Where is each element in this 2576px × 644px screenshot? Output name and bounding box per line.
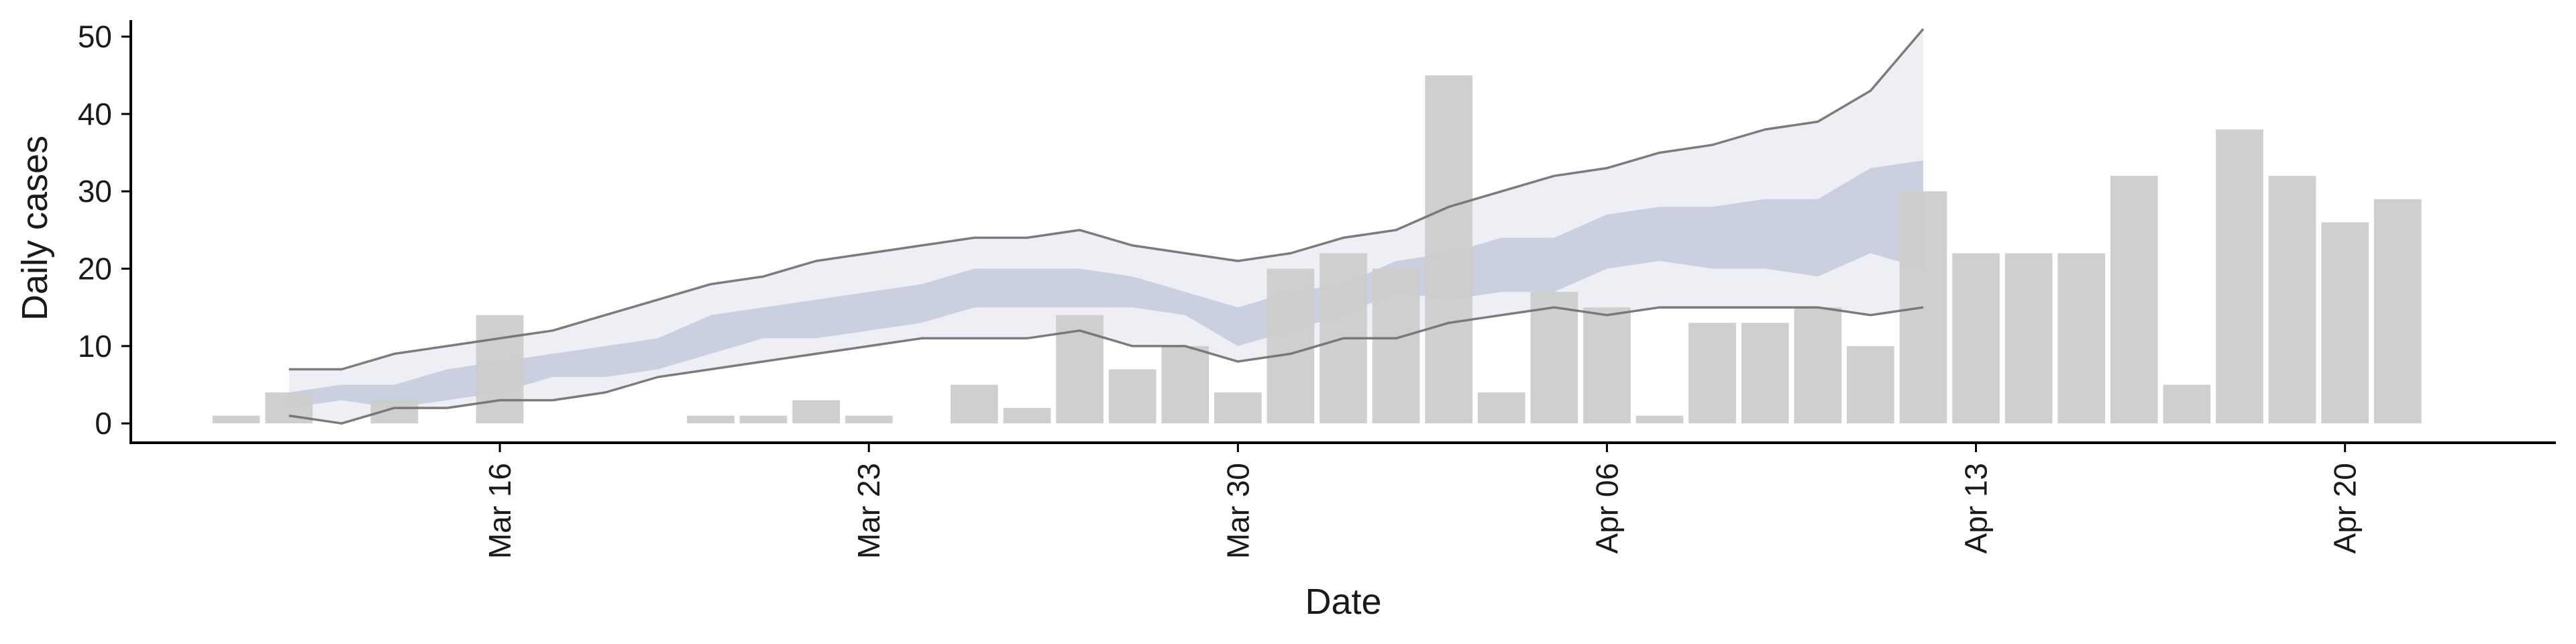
- axes-layer: 0 10 20 30 40 50 Mar 16 Mar 23 Mar 30 Apr 06 Apr …: [78, 19, 2556, 559]
- bar-2020-04-14: [2004, 253, 2053, 424]
- bar-2020-04-05: [1530, 292, 1578, 424]
- bar-2020-03-25: [951, 384, 998, 424]
- band-lines-layer: [288, 28, 1925, 425]
- bar-2020-04-10: [1794, 307, 1842, 424]
- bar-2020-04-07: [1635, 415, 1684, 424]
- bar-2020-04-03: [1425, 75, 1472, 424]
- bar-2020-03-28: [1108, 369, 1157, 424]
- bar-2020-04-08: [1688, 323, 1736, 424]
- y-axis-label: Daily cases: [15, 136, 55, 321]
- bar-2020-04-09: [1741, 323, 1789, 424]
- y-tick-label-50: 50: [78, 19, 112, 54]
- estimate-bands-layer: [288, 29, 1923, 424]
- x-tick-label-2020-03-30: Mar 30: [1220, 463, 1255, 559]
- outer-lower-line: [288, 306, 1924, 425]
- bar-2020-03-26: [1003, 408, 1051, 424]
- bar-2020-04-13: [1952, 253, 2000, 424]
- x-axis-label: Date: [1305, 582, 1381, 622]
- bar-2020-03-30: [1214, 392, 1262, 424]
- bar-2020-04-15: [2057, 253, 2106, 424]
- bar-2020-03-21: [739, 415, 788, 424]
- bar-2020-03-20: [687, 415, 735, 424]
- y-tick-label-0: 0: [95, 406, 112, 441]
- bar-2020-04-20: [2321, 222, 2369, 424]
- bar-2020-04-11: [1847, 345, 1894, 424]
- bar-2020-04-16: [2110, 176, 2158, 424]
- inner-interval-band: [288, 160, 1923, 409]
- bar-2020-04-04: [1477, 392, 1525, 424]
- bar-2020-03-31: [1267, 268, 1315, 424]
- bar-2020-03-22: [792, 400, 840, 424]
- bar-2020-04-02: [1372, 268, 1420, 424]
- y-tick-label-30: 30: [78, 174, 112, 209]
- x-tick-label-2020-03-16: Mar 16: [482, 463, 517, 559]
- outer-upper-line: [288, 28, 1925, 371]
- bar-2020-04-06: [1583, 307, 1631, 424]
- y-tick-label-10: 10: [78, 329, 112, 364]
- x-tick-label-2020-04-13: Apr 13: [1959, 463, 1994, 554]
- bar-2020-03-16: [476, 315, 524, 424]
- bars-layer: [212, 75, 2422, 424]
- bar-2020-03-23: [845, 415, 893, 424]
- bar-2020-04-21: [2373, 199, 2422, 424]
- bar-2020-03-29: [1161, 345, 1210, 424]
- y-tick-label-40: 40: [78, 97, 112, 131]
- x-tick-label-2020-04-06: Apr 06: [1589, 463, 1624, 554]
- x-tick-label-2020-03-23: Mar 23: [851, 463, 886, 559]
- bar-2020-04-17: [2163, 384, 2211, 424]
- bar-2020-03-11: [212, 415, 260, 424]
- y-axis-ticks: 0 10 20 30 40 50: [78, 19, 131, 441]
- x-tick-label-2020-04-20: Apr 20: [2328, 463, 2363, 554]
- y-tick-label-20: 20: [78, 252, 112, 286]
- bar-2020-04-18: [2216, 129, 2263, 424]
- x-axis-ticks: Mar 16 Mar 23 Mar 30 Apr 06 Apr 13 Apr 20: [482, 443, 2363, 559]
- bar-2020-04-19: [2268, 176, 2316, 424]
